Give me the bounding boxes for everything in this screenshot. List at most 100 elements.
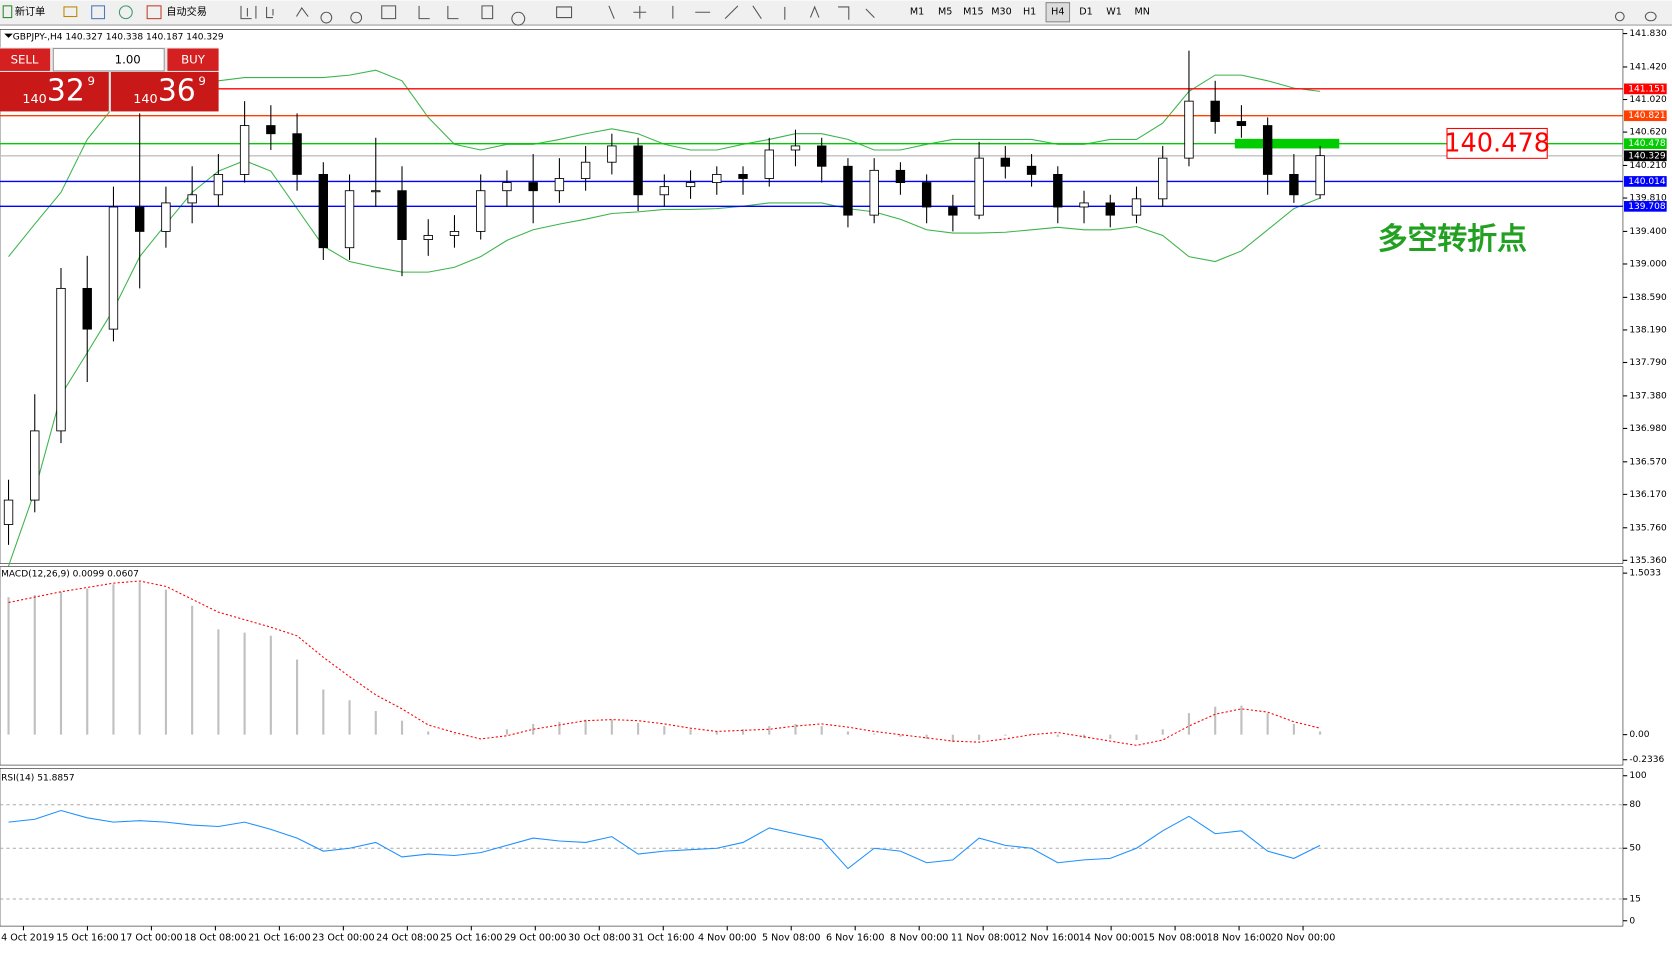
sell-button[interactable] bbox=[0, 48, 51, 71]
plots: 141.830 141.420 141.020 140.620 140.210 139.8… bbox=[0, 29, 1667, 926]
toolbar bbox=[0, 0, 1672, 26]
candle-body bbox=[1079, 202, 1089, 208]
timeframe-button[interactable]: M1 bbox=[910, 7, 924, 18]
y-tick-label: 141.830 bbox=[1629, 29, 1667, 39]
annotation: 多空转折点 bbox=[1378, 222, 1527, 257]
level-label: 140.329 bbox=[1628, 151, 1666, 161]
timeframe-button[interactable]: M15 bbox=[963, 7, 983, 18]
level-label: 141.151 bbox=[1628, 84, 1665, 94]
candle-body bbox=[292, 133, 302, 175]
timeframe-button[interactable]: M30 bbox=[991, 7, 1011, 18]
timeframe-button[interactable]: D1 bbox=[1079, 7, 1092, 18]
timeframe-button[interactable]: W1 bbox=[1106, 7, 1122, 18]
x-tick-label: 20 Nov 00:00 bbox=[1271, 932, 1336, 943]
lot-value[interactable]: 1.00 bbox=[115, 53, 141, 67]
lot-box[interactable] bbox=[52, 47, 165, 72]
x-tick-label: 5 Nov 08:00 bbox=[762, 932, 820, 943]
candle-body bbox=[397, 190, 407, 240]
candle-body bbox=[921, 182, 932, 208]
level-label: 140.014 bbox=[1628, 177, 1666, 187]
x-tick-label: 24 Oct 08:00 bbox=[376, 932, 438, 943]
candle-body bbox=[1000, 157, 1011, 167]
y-tick-label: 136.980 bbox=[1629, 424, 1667, 434]
candle-body bbox=[449, 230, 460, 236]
x-tick-label: 30 Oct 08:00 bbox=[568, 932, 630, 943]
candle-body bbox=[1184, 100, 1194, 159]
candle-body bbox=[1289, 173, 1299, 196]
x-tick-label: 6 Nov 16:00 bbox=[826, 932, 884, 943]
rsi-frame bbox=[0, 768, 1624, 927]
x-tick-label: 8 Nov 00:00 bbox=[890, 932, 948, 943]
level-label: 139.708 bbox=[1628, 202, 1666, 212]
y-tick-label: 135.360 bbox=[1629, 556, 1667, 566]
candle-body bbox=[948, 206, 958, 216]
timeframe-button[interactable]: H1 bbox=[1023, 7, 1036, 18]
toolbar-icons bbox=[2, 5, 1657, 26]
candle-body bbox=[738, 173, 748, 179]
candle-body bbox=[817, 145, 827, 167]
timeframe-button[interactable]: M5 bbox=[938, 7, 952, 18]
candle-body bbox=[764, 149, 774, 179]
buy-label[interactable]: BUY bbox=[181, 53, 206, 67]
timeframe-button[interactable]: H4 bbox=[1051, 7, 1064, 18]
timeframe-button[interactable]: MN bbox=[1135, 7, 1150, 18]
rsi-line bbox=[8, 809, 1321, 870]
y-tick-label: 50 bbox=[1629, 844, 1641, 854]
candle-body bbox=[554, 178, 565, 192]
y-tick-label: 15 bbox=[1629, 895, 1641, 905]
candle-body bbox=[869, 169, 879, 216]
y-tick-label: 139.000 bbox=[1629, 259, 1667, 269]
candle-body bbox=[1158, 157, 1168, 200]
x-tick-label: 25 Oct 16:00 bbox=[440, 932, 502, 943]
ask-box[interactable] bbox=[110, 71, 219, 112]
annotation-box bbox=[1446, 127, 1548, 159]
toolbar-button[interactable]: 新订单 bbox=[15, 5, 45, 18]
x-tick-label: 17 Oct 00:00 bbox=[120, 932, 182, 943]
x-tick-label: 15 Nov 08:00 bbox=[1143, 932, 1208, 943]
candle-body bbox=[895, 169, 906, 183]
buy-button[interactable] bbox=[167, 48, 219, 71]
x-tick-label: 4 Oct 2019 bbox=[1, 932, 54, 943]
candle-body bbox=[1236, 121, 1247, 127]
x-tick-label: 12 Nov 16:00 bbox=[1015, 932, 1080, 943]
x-tick-label: 29 Oct 00:00 bbox=[504, 932, 566, 943]
candle-body bbox=[423, 235, 433, 240]
y-tick-label: -0.2336 bbox=[1629, 755, 1664, 765]
candle-body bbox=[1053, 173, 1063, 208]
candle-body bbox=[371, 190, 381, 193]
candle-body bbox=[318, 173, 329, 249]
y-tick-label: 141.020 bbox=[1629, 95, 1667, 105]
y-tick-label: 141.420 bbox=[1629, 62, 1667, 72]
bid-pips: 32 bbox=[47, 74, 85, 109]
candle-body bbox=[30, 430, 40, 501]
annotation: 140.478 bbox=[1444, 128, 1550, 158]
sell-label[interactable]: SELL bbox=[11, 53, 39, 67]
toolbar-button[interactable]: 自动交易 bbox=[166, 5, 207, 18]
timeframes: M1 M5 M15 M30 H1 H4 D1 W1 MN bbox=[910, 2, 1150, 23]
ask-big: 140 bbox=[133, 92, 157, 107]
x-tick-label: 31 Oct 16:00 bbox=[632, 932, 694, 943]
y-tick-label: 100 bbox=[1629, 771, 1647, 781]
candle-body bbox=[82, 287, 92, 330]
active-timeframe bbox=[1045, 2, 1071, 23]
y-tick-label: 140.210 bbox=[1629, 161, 1667, 171]
bid-box[interactable] bbox=[0, 71, 109, 112]
y-tick-label: 0 bbox=[1629, 916, 1635, 926]
x-tick-label: 14 Nov 00:00 bbox=[1079, 932, 1144, 943]
candle-body bbox=[633, 145, 643, 196]
macd-frame bbox=[0, 566, 1624, 766]
candle-body bbox=[712, 173, 722, 183]
candle-body bbox=[1105, 202, 1115, 216]
y-tick-label: 140.620 bbox=[1629, 128, 1667, 138]
candle-body bbox=[56, 287, 66, 432]
level-label-bg bbox=[1624, 176, 1667, 187]
x-tick-label: 11 Nov 08:00 bbox=[951, 932, 1016, 943]
x-tick-label: 4 Nov 00:00 bbox=[698, 932, 756, 943]
x-tick-label: 15 Oct 16:00 bbox=[56, 932, 118, 943]
candle-body bbox=[3, 499, 14, 525]
header-arrow bbox=[4, 33, 13, 38]
y-tick-label: 135.760 bbox=[1629, 523, 1667, 533]
x-tick-label: 18 Nov 16:00 bbox=[1207, 932, 1272, 943]
y-tick-label: 139.400 bbox=[1629, 227, 1667, 237]
